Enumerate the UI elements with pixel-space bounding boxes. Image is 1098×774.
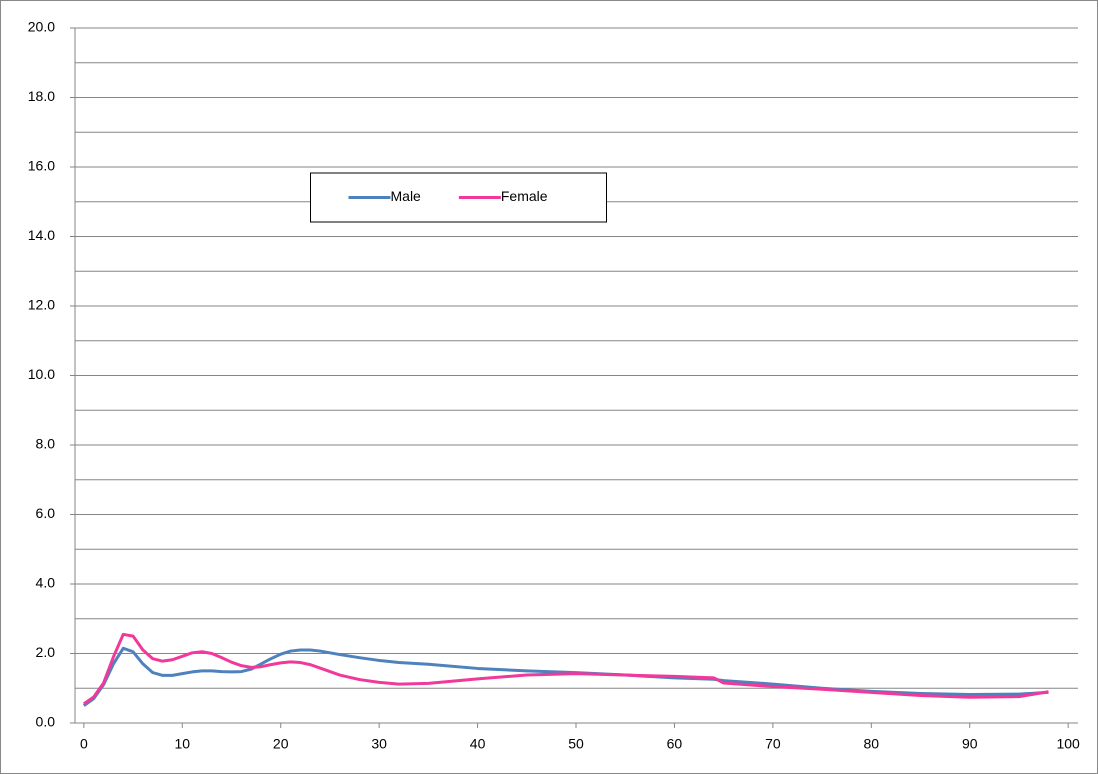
x-tick-label: 30 — [371, 736, 387, 752]
y-tick-label: 16.0 — [28, 158, 55, 174]
y-tick-label: 2.0 — [36, 644, 56, 660]
legend-label: Male — [391, 188, 422, 204]
y-tick-label: 18.0 — [28, 88, 55, 104]
x-tick-label: 0 — [80, 736, 88, 752]
x-tick-label: 70 — [765, 736, 781, 752]
y-tick-label: 4.0 — [36, 575, 56, 591]
y-tick-label: 8.0 — [36, 436, 56, 452]
x-tick-label: 40 — [470, 736, 486, 752]
x-tick-label: 60 — [667, 736, 683, 752]
x-tick-label: 90 — [962, 736, 978, 752]
y-tick-label: 14.0 — [28, 227, 55, 243]
legend-item: Female — [458, 188, 548, 204]
y-tick-label: 20.0 — [28, 19, 55, 35]
y-tick-label: 10.0 — [28, 366, 55, 382]
y-tick-label: 6.0 — [36, 505, 56, 521]
y-tick-label: 12.0 — [28, 297, 55, 313]
x-tick-label: 80 — [864, 736, 880, 752]
y-tick-label: 0.0 — [36, 714, 56, 730]
line-series — [82, 632, 1049, 706]
x-tick-label: 10 — [174, 736, 190, 752]
legend-item: Male — [348, 188, 422, 204]
x-tick-label: 50 — [568, 736, 584, 752]
legend: Male Female — [310, 172, 607, 223]
x-tick-label: 20 — [273, 736, 289, 752]
legend-label: Female — [501, 188, 548, 204]
x-tick-label: 100 — [1056, 736, 1080, 752]
